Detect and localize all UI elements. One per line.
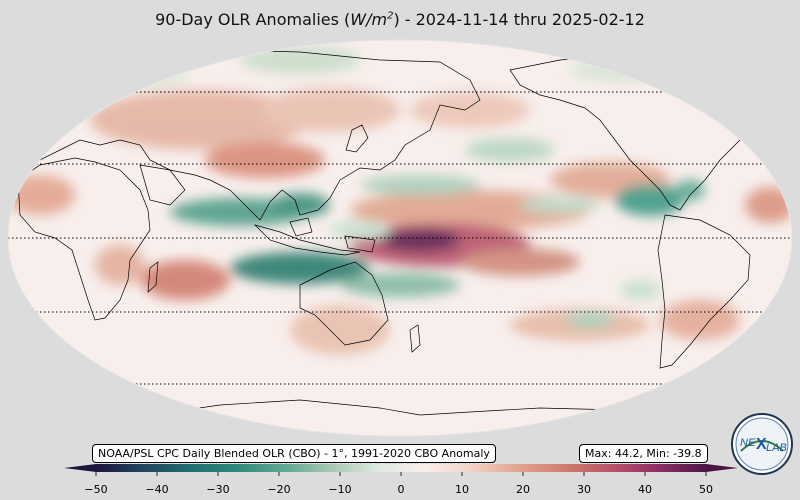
madagascar-outline — [147, 261, 159, 293]
arabia-outline — [139, 164, 186, 206]
australia-outline — [299, 261, 389, 346]
source-note: NOAA/PSL CPC Daily Blended OLR (CBO) - 1… — [92, 444, 496, 463]
colorbar-gradient — [96, 464, 706, 472]
stats-note: Max: 44.2, Min: -39.8 — [579, 444, 708, 463]
antarctica-outline — [149, 399, 761, 436]
title-unit: W/m2 — [350, 10, 394, 29]
greenland-outline — [719, 41, 781, 76]
indonesia-outline — [253, 224, 361, 256]
colorbar-tick-label: −30 — [206, 483, 229, 496]
colorbar-tick-label: 50 — [699, 483, 713, 496]
globe-border — [7, 39, 793, 437]
colorbar-tick-label: 20 — [516, 483, 530, 496]
south-america-outline — [657, 214, 751, 369]
new-guinea-outline — [344, 235, 376, 253]
nexlab-logo: NE X LAB — [731, 413, 793, 475]
world-map — [7, 39, 793, 437]
colorbar-tick-label: −40 — [145, 483, 168, 496]
map-title: 90-Day OLR Anomalies (W/m2) - 2024-11-14… — [0, 10, 800, 29]
colorbar: −50 −40 −30 −20 −10 0 10 20 30 40 50 — [64, 464, 738, 496]
colorbar-tick-label: 10 — [455, 483, 469, 496]
japan-outline — [345, 124, 369, 153]
eurasia-outline — [24, 49, 481, 221]
colorbar-tick-label: −10 — [328, 483, 351, 496]
colorbar-extend-low — [64, 464, 96, 472]
colorbar-tick-label: 0 — [398, 483, 405, 496]
colorbar-extend-high — [706, 464, 738, 472]
new-zealand-outline — [409, 324, 421, 353]
colorbar-tick-label: −20 — [267, 483, 290, 496]
map-globe — [8, 40, 792, 436]
colorbar-tick-label: 40 — [638, 483, 652, 496]
colorbar-tick-label: 30 — [577, 483, 591, 496]
title-suffix: ) - 2024-11-14 thru 2025-02-12 — [393, 10, 645, 29]
colorbar-tick-label: −50 — [84, 483, 107, 496]
title-prefix: 90-Day OLR Anomalies ( — [155, 10, 351, 29]
svg-text:LAB: LAB — [766, 442, 787, 454]
svg-text:X: X — [756, 436, 767, 453]
borneo-outline — [289, 217, 313, 237]
svg-text:NE: NE — [740, 437, 756, 449]
colorbar-ticks: −50 −40 −30 −20 −10 0 10 20 30 40 50 — [84, 472, 713, 496]
africa-outline — [17, 157, 151, 321]
